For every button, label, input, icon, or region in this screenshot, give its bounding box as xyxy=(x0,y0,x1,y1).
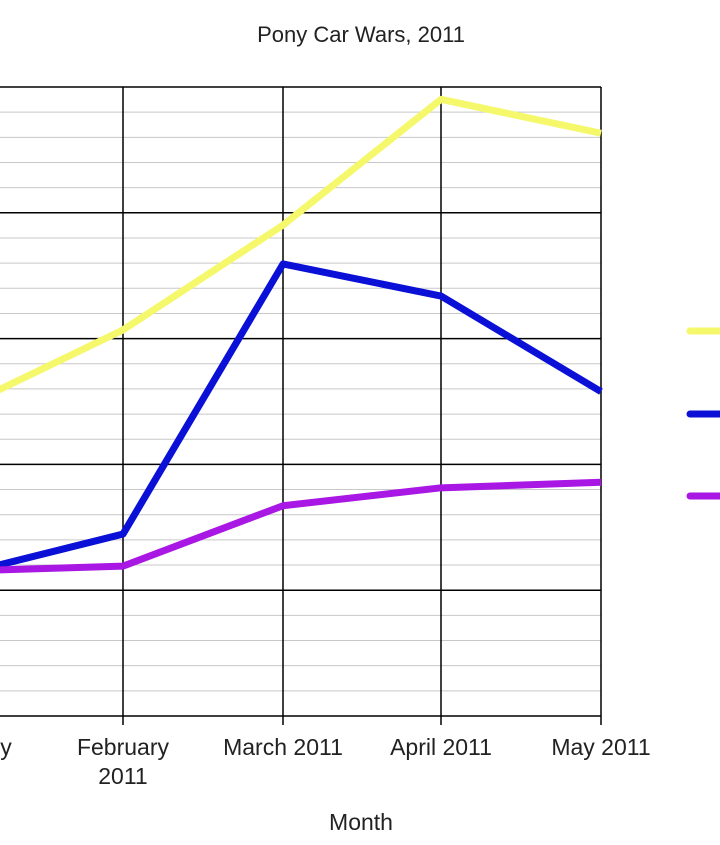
x-axis-ticks: y February 2011 March 2011 April 2011 May 201… xyxy=(0,716,651,789)
series-line-1 xyxy=(0,95,602,394)
x-tick-label: 2011 xyxy=(98,763,147,789)
x-tick-label: April 2011 xyxy=(390,734,492,760)
x-tick-label: February xyxy=(77,734,170,760)
chart-series-lines xyxy=(0,95,603,574)
chart-grid xyxy=(0,86,602,717)
series-line-2 xyxy=(0,260,603,569)
x-tick-label: May 2011 xyxy=(551,734,650,760)
chart-legend xyxy=(686,327,720,500)
x-axis-label: Month xyxy=(329,809,393,835)
series-line-3 xyxy=(0,478,602,574)
chart-title: Pony Car Wars, 2011 xyxy=(257,22,465,47)
x-tick-label: March 2011 xyxy=(223,734,343,760)
x-tick-label: y xyxy=(0,734,12,760)
